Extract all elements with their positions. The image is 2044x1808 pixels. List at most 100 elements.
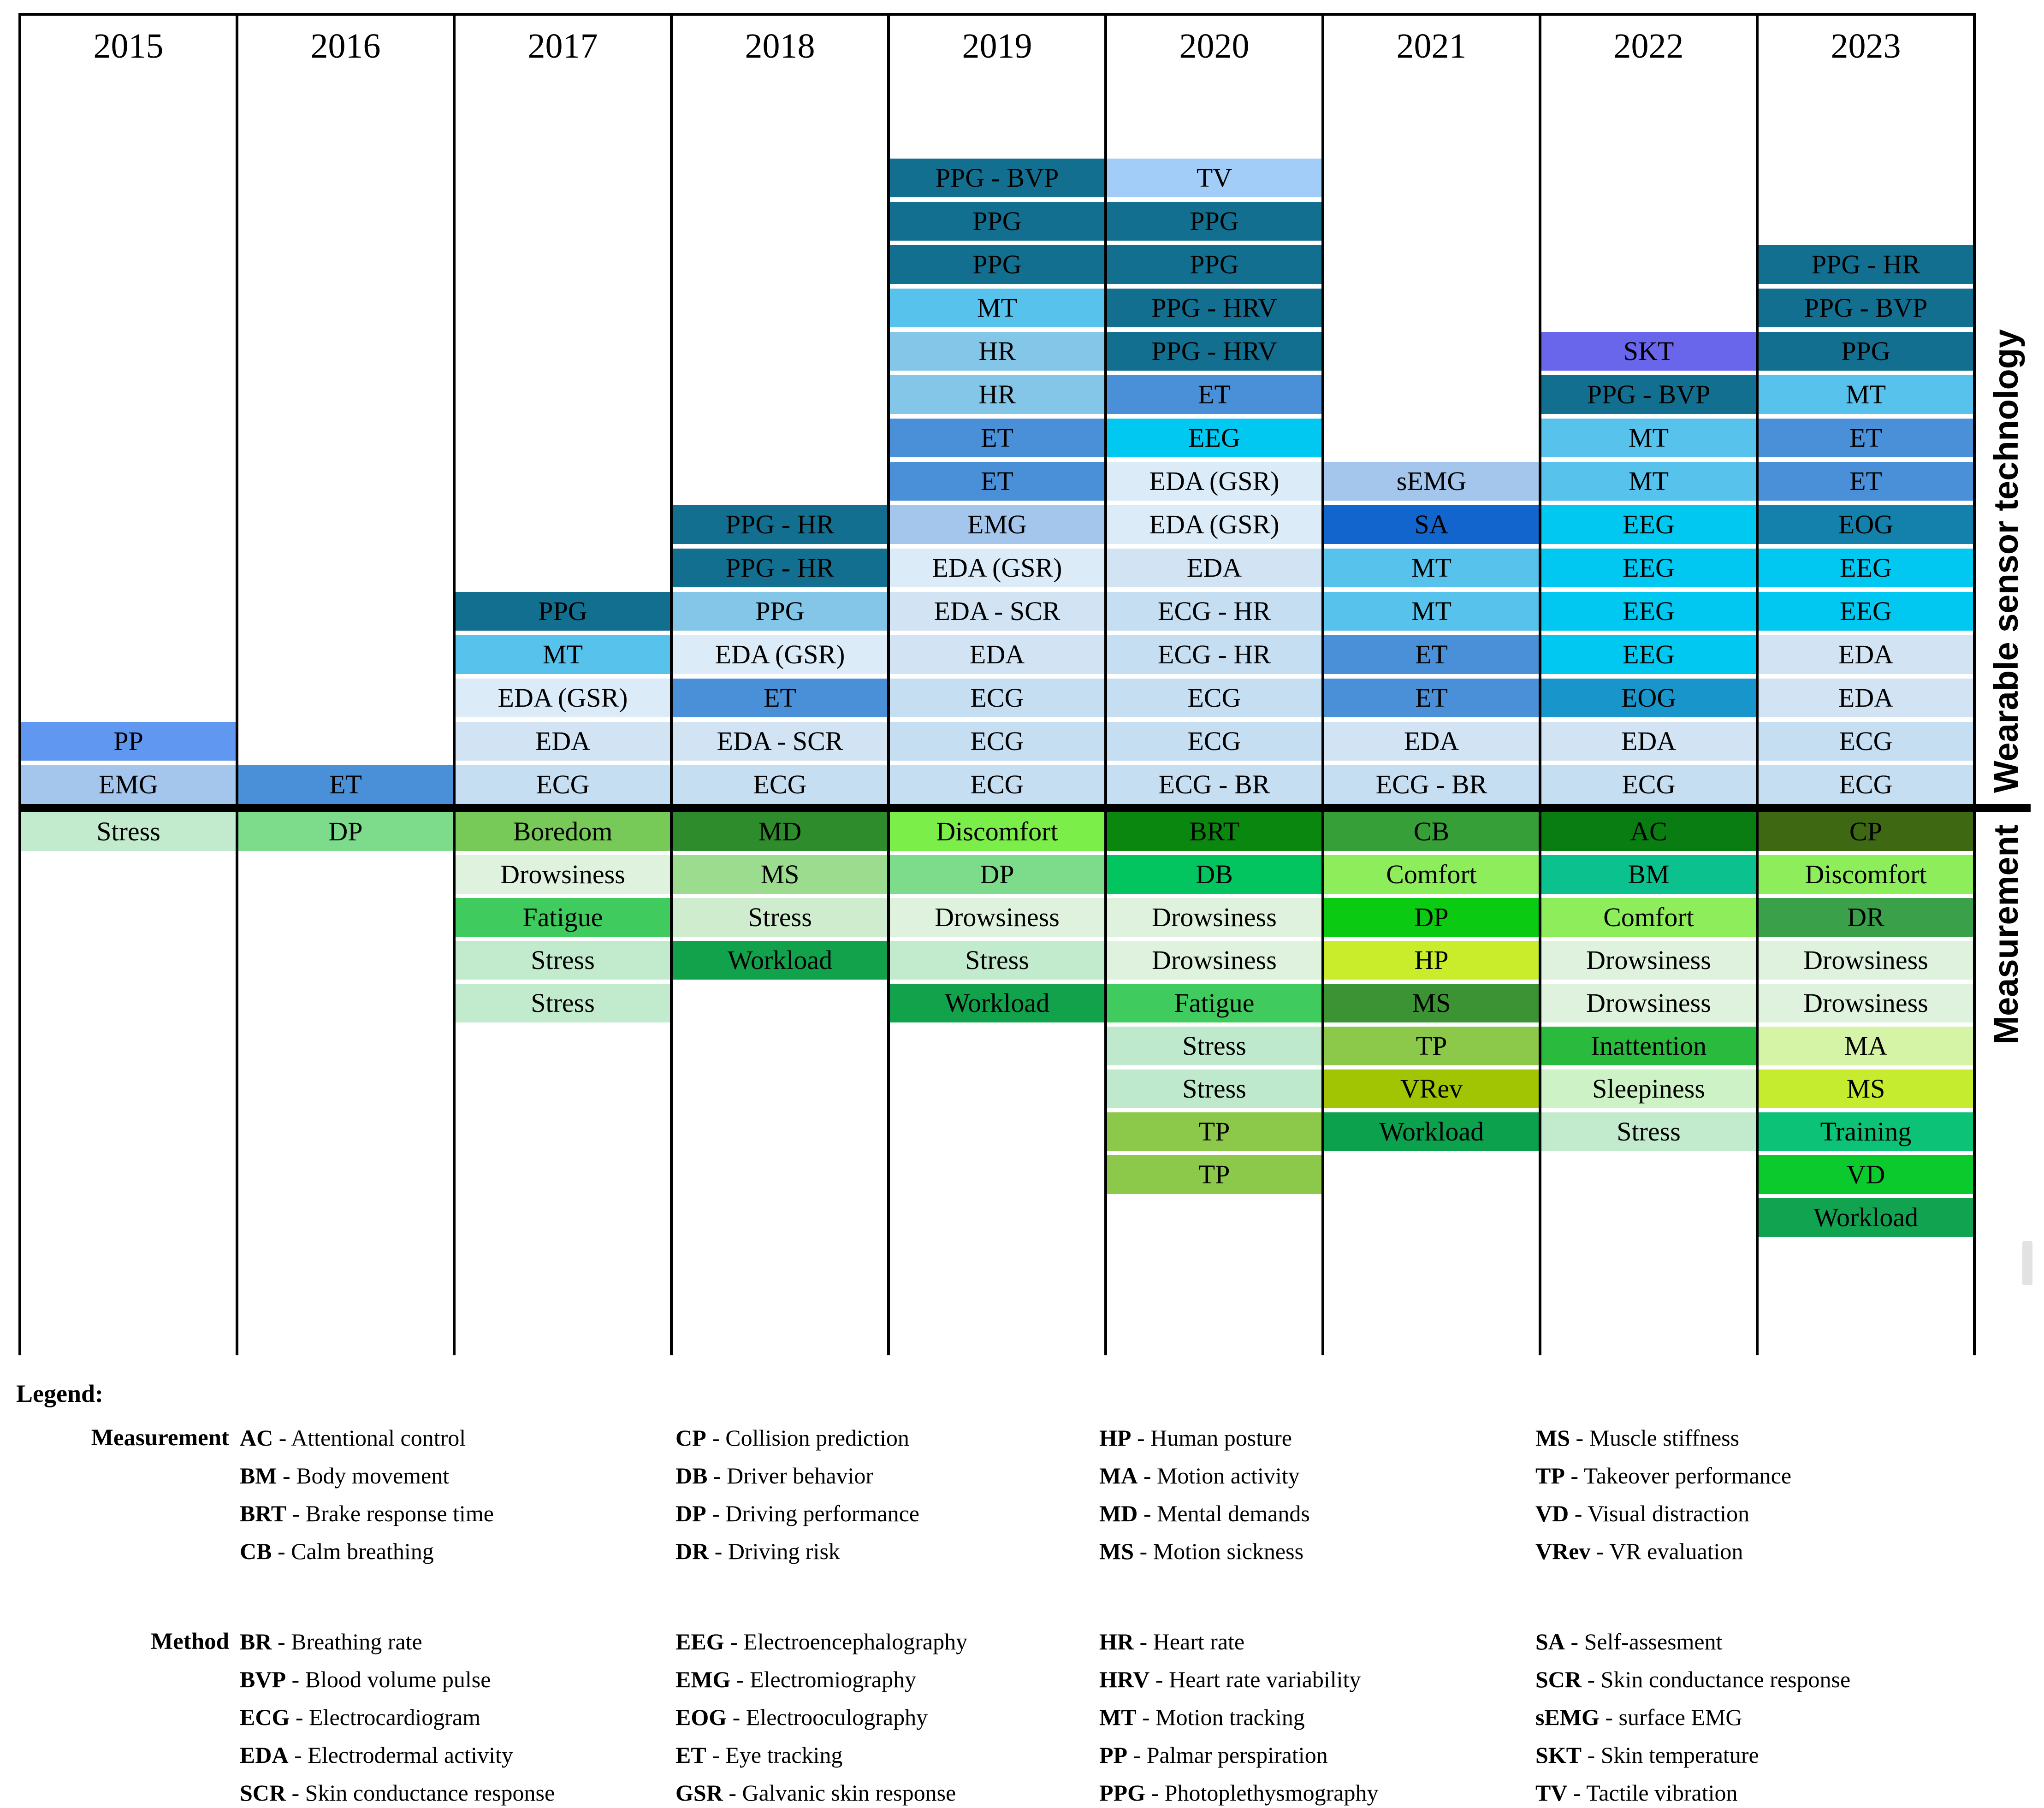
measurement-cell: Stress (21, 812, 236, 851)
sensor-cell: PPG - HR (673, 549, 887, 587)
sensor-cell: ECG (456, 765, 670, 804)
column-border (1973, 13, 1976, 1355)
sensor-cell: EMG (21, 765, 236, 804)
year-header: 2018 (745, 27, 815, 65)
legend-abbr: BRT (240, 1501, 287, 1526)
sensor-cell: HR (890, 332, 1104, 371)
measurement-cell: TP (1107, 1155, 1321, 1194)
measurement-cell: CP (1759, 812, 1973, 851)
legend-abbr: PP (1099, 1742, 1128, 1768)
measurement-cell: MS (1324, 984, 1539, 1022)
sensor-cell: MT (1324, 592, 1539, 631)
legend-entry: EMG - Electromiography (675, 1666, 917, 1692)
year-header: 2020 (1179, 27, 1250, 65)
scrollbar-fragment[interactable] (2022, 1241, 2032, 1285)
year-header: 2017 (527, 27, 598, 65)
sensor-cell: EDA - SCR (673, 722, 887, 761)
legend-entry: MT - Motion tracking (1099, 1704, 1305, 1730)
measurement-cell: BRT (1107, 812, 1321, 851)
sensor-cell: ECG - BR (1107, 765, 1321, 804)
measurement-cell: Drowsiness (456, 855, 670, 894)
legend-entry: PP - Palmar perspiration (1099, 1742, 1328, 1768)
sensor-cell: ECG (1107, 722, 1321, 761)
legend-abbr: MS (1099, 1538, 1134, 1564)
measurement-cell: Drowsiness (1759, 941, 1973, 980)
legend-abbr: CB (240, 1538, 272, 1564)
measurement-cell: VRev (1324, 1069, 1539, 1108)
measurement-cell: MS (1759, 1069, 1973, 1108)
legend-abbr: BR (240, 1629, 272, 1654)
sensor-cell: EDA (1759, 679, 1973, 717)
sensor-cell: EEG (1541, 549, 1756, 587)
legend-entry: SKT - Skin temperature (1535, 1742, 1759, 1768)
sensor-cell: ECG - BR (1324, 765, 1539, 804)
sensor-cell: MT (1541, 419, 1756, 457)
sensor-cell: PPG - BVP (1541, 375, 1756, 414)
sensor-cell: PP (21, 722, 236, 761)
legend-entry: SA - Self-assesment (1535, 1629, 1723, 1654)
sensor-cell: ECG (890, 722, 1104, 761)
legend-abbr: DB (675, 1463, 708, 1489)
sensor-cell: ET (238, 765, 453, 804)
legend-abbr: EDA (240, 1742, 289, 1768)
measurement-cell: DP (890, 855, 1104, 894)
legend-abbr: ET (675, 1742, 706, 1768)
measurement-cell: Workload (673, 941, 887, 980)
year-header: 2022 (1613, 27, 1684, 65)
legend-title: Legend: (16, 1380, 103, 1407)
sensor-cell: EDA (1107, 549, 1321, 587)
legend-entry: VD - Visual distraction (1535, 1501, 1750, 1526)
legend-entry: BVP - Blood volume pulse (240, 1666, 491, 1692)
sensor-cell: MT (1759, 375, 1973, 414)
legend-entry: MA - Motion activity (1099, 1463, 1300, 1489)
legend-entry: HP - Human posture (1099, 1425, 1292, 1451)
legend-abbr: SA (1535, 1629, 1565, 1654)
measurement-cell: TP (1324, 1027, 1539, 1065)
year-header: 2021 (1396, 27, 1467, 65)
legend-entry: sEMG - surface EMG (1535, 1704, 1742, 1730)
measurement-cell: Drowsiness (1541, 941, 1756, 980)
legend-entry: CB - Calm breathing (240, 1538, 434, 1564)
legend-abbr: EOG (675, 1704, 727, 1730)
measurement-cell: Drowsiness (1759, 984, 1973, 1022)
measurement-cell: Stress (1107, 1069, 1321, 1108)
sensor-cell: MT (1541, 462, 1756, 501)
sensor-cell: EEG (1541, 505, 1756, 544)
measurement-cell: Inattention (1541, 1027, 1756, 1065)
sensor-cell: ECG (1541, 765, 1756, 804)
legend-entry: DP - Driving performance (675, 1501, 919, 1526)
legend-entry: DB - Driver behavior (675, 1463, 874, 1489)
sensor-cell: ET (673, 679, 887, 717)
measurement-cell: Stress (456, 941, 670, 980)
legend-abbr: VD (1535, 1501, 1569, 1526)
legend-abbr: EEG (675, 1629, 724, 1654)
measurement-cell: Workload (890, 984, 1104, 1022)
column-border (1756, 13, 1759, 1355)
column-border (1104, 13, 1107, 1355)
sensor-cell: TV (1107, 159, 1321, 197)
sensor-cell: PPG (1759, 332, 1973, 371)
measurement-cell: DP (238, 812, 453, 851)
sensor-cell: EOG (1759, 505, 1973, 544)
legend-entry: BRT - Brake response time (240, 1501, 494, 1526)
year-header: 2023 (1831, 27, 1901, 65)
sensor-cell: EDA (1759, 635, 1973, 674)
legend-entry: ET - Eye tracking (675, 1742, 843, 1768)
legend-abbr: VRev (1535, 1538, 1591, 1564)
sensor-cell: EEG (1107, 419, 1321, 457)
sensor-cell: EEG (1759, 549, 1973, 587)
sensor-cell: MT (890, 289, 1104, 327)
sensor-cell: ET (890, 419, 1104, 457)
measurement-cell: BM (1541, 855, 1756, 894)
legend-entry: MD - Mental demands (1099, 1501, 1310, 1526)
measurement-cell: Discomfort (890, 812, 1104, 851)
legend-abbr: SCR (1535, 1666, 1582, 1692)
legend-abbr: GSR (675, 1780, 723, 1806)
measurement-cell: DB (1107, 855, 1321, 894)
sensor-cell: HR (890, 375, 1104, 414)
measurement-cell: Sleepiness (1541, 1069, 1756, 1108)
sensor-cell: PPG - HRV (1107, 332, 1321, 371)
sensor-cell: ECG (1759, 765, 1973, 804)
measurement-cell: HP (1324, 941, 1539, 980)
measurement-cell: Fatigue (456, 898, 670, 937)
